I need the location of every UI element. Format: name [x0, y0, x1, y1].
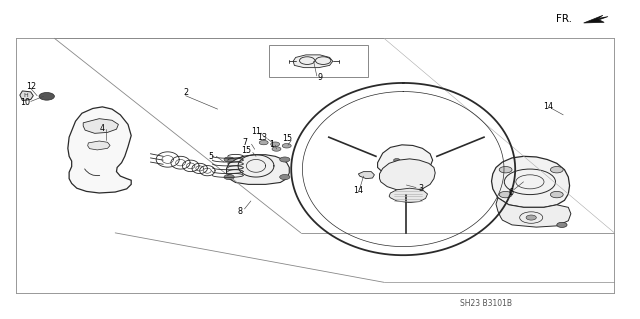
Text: FR.: FR. [557, 14, 573, 24]
Polygon shape [227, 155, 289, 184]
Polygon shape [20, 91, 33, 100]
Text: 15: 15 [241, 146, 252, 155]
Polygon shape [68, 107, 131, 193]
Circle shape [550, 191, 563, 198]
Text: 5: 5 [209, 152, 214, 161]
Circle shape [271, 142, 280, 146]
Polygon shape [492, 156, 570, 207]
Text: 13: 13 [257, 133, 268, 142]
Text: 2: 2 [183, 88, 188, 97]
Bar [269, 45, 368, 77]
Polygon shape [389, 188, 428, 203]
Circle shape [259, 140, 268, 145]
Text: 4: 4 [100, 124, 105, 133]
Circle shape [526, 215, 536, 220]
Circle shape [39, 93, 54, 100]
Circle shape [272, 147, 281, 151]
Polygon shape [378, 145, 433, 177]
Polygon shape [83, 119, 118, 133]
Circle shape [224, 157, 234, 162]
Polygon shape [496, 198, 571, 227]
Polygon shape [358, 172, 374, 179]
Text: 14: 14 [543, 102, 553, 111]
Text: 8: 8 [237, 207, 243, 216]
Text: 10: 10 [20, 98, 31, 107]
Circle shape [394, 159, 400, 162]
Text: 15: 15 [282, 134, 292, 143]
Text: 12: 12 [26, 82, 36, 91]
Circle shape [557, 222, 567, 227]
Circle shape [282, 144, 291, 148]
Circle shape [499, 167, 512, 173]
Circle shape [394, 160, 419, 173]
Circle shape [280, 174, 290, 180]
Circle shape [499, 191, 512, 198]
Text: SH23 B3101B: SH23 B3101B [460, 299, 513, 308]
Polygon shape [293, 55, 333, 68]
Circle shape [224, 174, 234, 180]
Circle shape [550, 167, 563, 173]
Text: 11: 11 [251, 127, 261, 136]
Polygon shape [88, 141, 110, 150]
Text: 7: 7 [243, 138, 248, 147]
Text: 9: 9 [317, 73, 323, 82]
Text: H: H [24, 93, 29, 98]
Circle shape [280, 157, 290, 162]
Text: 1: 1 [269, 140, 274, 149]
Text: 14: 14 [353, 186, 364, 195]
Polygon shape [380, 159, 435, 191]
Text: 6: 6 [508, 188, 513, 197]
Text: 3: 3 [419, 184, 424, 193]
Polygon shape [584, 15, 608, 23]
